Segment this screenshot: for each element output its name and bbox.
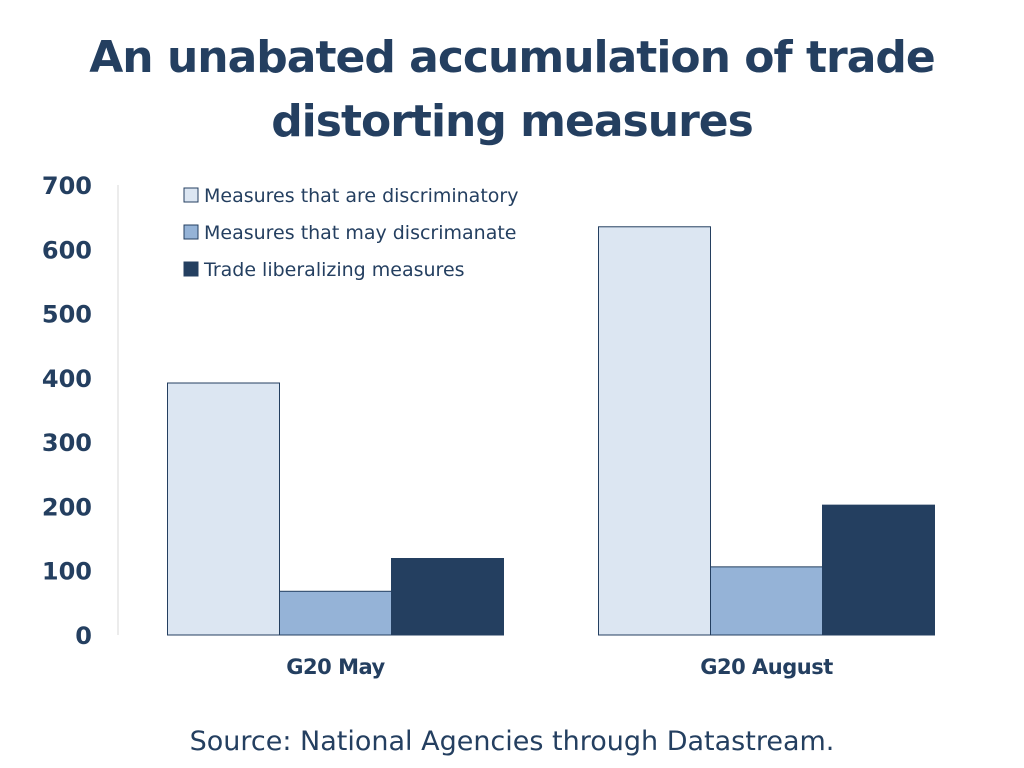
legend-label: Measures that are discriminatory [204,185,518,207]
bar [167,382,280,636]
bars-layer [167,226,935,636]
bar [279,590,392,636]
source-note: Source: National Agencies through Datast… [189,726,835,757]
legend-swatch [183,224,199,240]
y-tick-label: 600 [42,236,92,264]
chart-legend: Measures that are discriminatory Measures… [183,185,518,281]
legend-label: Measures that may discrimanate [204,222,517,244]
bar [822,504,935,636]
legend-swatch [183,261,199,277]
bar [598,226,711,636]
x-category-label: G20 August [700,655,833,679]
bar [710,566,823,636]
legend-swatch [183,187,199,203]
x-category-label: G20 May [286,655,385,679]
y-tick-label: 500 [42,301,92,329]
y-tick-label: 100 [42,558,92,586]
y-tick-label: 700 [42,172,92,200]
slide-title: An unabated accumulation of trade distor… [89,32,935,147]
bar [391,558,504,636]
legend-label: Trade liberalizing measures [203,259,465,281]
y-tick-label: 200 [42,493,92,521]
axis-layer: 0 100 200 300 400 500 600 700 G20 May G20 August [42,172,834,679]
y-tick-label: 400 [42,365,92,393]
y-tick-label: 0 [75,622,92,650]
y-tick-label: 300 [42,429,92,457]
